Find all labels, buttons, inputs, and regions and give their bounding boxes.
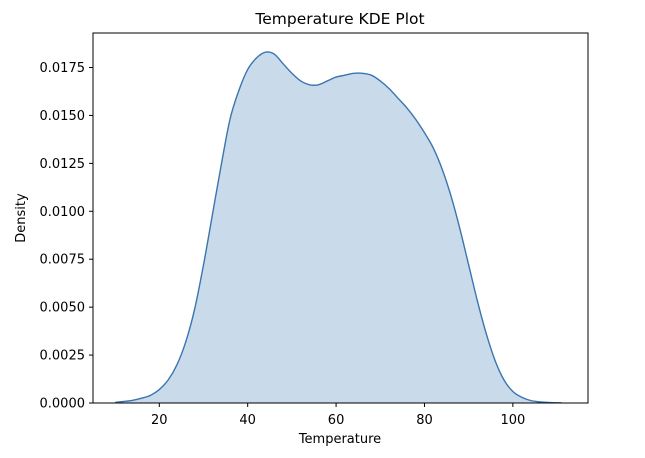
x-tick-label: 100 bbox=[500, 413, 525, 428]
x-tick-label: 20 bbox=[151, 413, 168, 428]
y-tick-label: 0.0175 bbox=[40, 61, 86, 76]
y-tick-label: 0.0025 bbox=[40, 349, 86, 364]
x-tick-label: 80 bbox=[416, 413, 433, 428]
x-axis-title: Temperature bbox=[298, 432, 381, 447]
x-tick-label: 60 bbox=[328, 413, 345, 428]
x-tick-label: 40 bbox=[239, 413, 256, 428]
y-tick-label: 0.0100 bbox=[40, 205, 86, 220]
y-tick-label: 0.0075 bbox=[40, 253, 86, 268]
y-tick-label: 0.0150 bbox=[40, 109, 86, 124]
y-axis: 0.0000 0.0025 0.0050 0.0075 0.0100 0.0125 0.01… bbox=[40, 61, 93, 412]
kde-curve bbox=[115, 51, 562, 404]
y-tick-label: 0.0125 bbox=[40, 157, 86, 172]
y-tick-label: 0.0000 bbox=[40, 397, 86, 412]
chart-title: Temperature KDE Plot bbox=[254, 10, 424, 28]
plot-area bbox=[115, 51, 562, 404]
axes-frame bbox=[92, 32, 589, 404]
y-axis-title: Density bbox=[14, 193, 29, 243]
kde-area-fill bbox=[115, 51, 562, 404]
x-axis: 20 40 60 80 100 bbox=[151, 403, 525, 428]
y-tick-label: 0.0050 bbox=[40, 301, 86, 316]
